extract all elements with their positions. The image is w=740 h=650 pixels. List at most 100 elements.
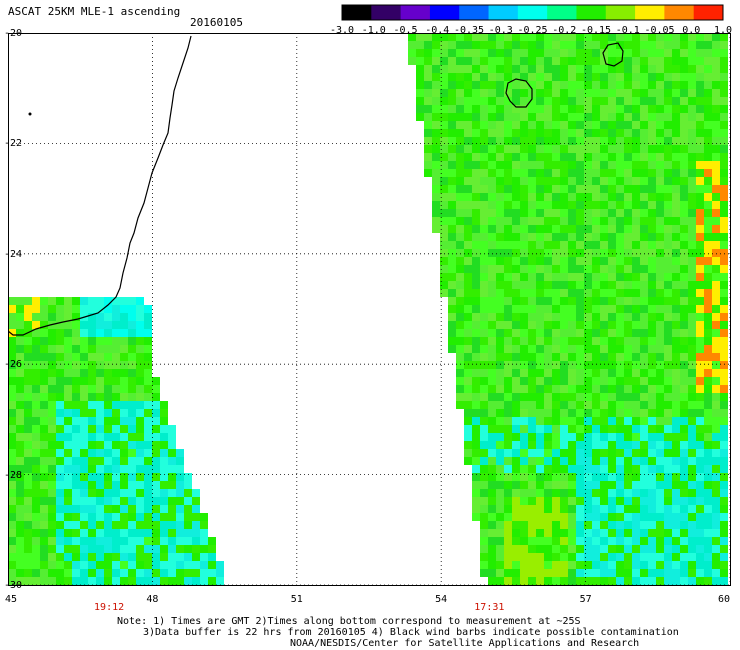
swath-cell [120, 433, 128, 441]
swath-cell [448, 145, 456, 153]
swath-cell [24, 345, 32, 353]
swath-cell [88, 361, 96, 369]
swath-cell [80, 393, 88, 401]
swath-cell [56, 409, 64, 417]
swath-cell [176, 449, 184, 457]
swath-cell [616, 497, 624, 505]
swath-cell [152, 561, 160, 569]
swath-cell [192, 505, 200, 513]
swath-cell [536, 41, 544, 49]
swath-cell [552, 249, 560, 257]
swath-cell [624, 121, 632, 129]
swath-cell [448, 193, 456, 201]
swath-cell [624, 97, 632, 105]
swath-cell [624, 201, 632, 209]
swath-cell [568, 457, 576, 465]
swath-cell [664, 369, 672, 377]
swath-cell [456, 257, 464, 265]
swath-cell [640, 489, 648, 497]
swath-cell [600, 297, 608, 305]
swath-cell [536, 49, 544, 57]
swath-cell [704, 169, 712, 177]
swath-cell [512, 481, 520, 489]
swath-cell [632, 137, 640, 145]
swath-cell [592, 49, 600, 57]
swath-cell [8, 529, 16, 537]
swath-cell [584, 145, 592, 153]
swath-cell [584, 185, 592, 193]
swath-cell [712, 497, 720, 505]
swath-cell [664, 401, 672, 409]
swath-cell [424, 49, 432, 57]
swath-cell [608, 113, 616, 121]
swath-cell [480, 385, 488, 393]
swath-cell [552, 497, 560, 505]
swath-cell [704, 289, 712, 297]
swath-cell [8, 457, 16, 465]
swath-cell [472, 385, 480, 393]
map-plot [8, 33, 731, 586]
swath-cell [80, 489, 88, 497]
swath-cell [688, 257, 696, 265]
swath-cell [112, 569, 120, 577]
swath-cell [56, 393, 64, 401]
swath-cell [32, 433, 40, 441]
swath-cell [664, 417, 672, 425]
swath-cell [624, 33, 632, 41]
swath-cell [88, 369, 96, 377]
swath-cell [512, 521, 520, 529]
swath-cell [512, 105, 520, 113]
swath-cell [488, 561, 496, 569]
swath-cell [640, 321, 648, 329]
swath-cell [120, 545, 128, 553]
swath-cell [40, 489, 48, 497]
swath-cell [512, 313, 520, 321]
swath-cell [688, 57, 696, 65]
swath-cell [24, 401, 32, 409]
swath-cell [664, 33, 672, 41]
swath-cell [112, 505, 120, 513]
swath-cell [672, 153, 680, 161]
swath-cell [600, 313, 608, 321]
swath-cell [600, 201, 608, 209]
swath-cell [688, 409, 696, 417]
swath-cell [64, 497, 72, 505]
swath-cell [688, 161, 696, 169]
swath-cell [136, 305, 144, 313]
swath-cell [640, 537, 648, 545]
swath-cell [664, 553, 672, 561]
swath-cell [544, 513, 552, 521]
swath-cell [624, 217, 632, 225]
swath-cell [616, 553, 624, 561]
swath-cell [80, 465, 88, 473]
swath-cell [488, 121, 496, 129]
swath-cell [504, 233, 512, 241]
swath-cell [664, 481, 672, 489]
swath-cell [704, 553, 712, 561]
swath-cell [440, 65, 448, 73]
swath-cell [592, 345, 600, 353]
swath-cell [488, 337, 496, 345]
swath-cell [464, 417, 472, 425]
swath-cell [504, 153, 512, 161]
swath-cell [616, 193, 624, 201]
swath-cell [664, 129, 672, 137]
swath-cell [704, 137, 712, 145]
swath-cell [472, 169, 480, 177]
swath-cell [576, 201, 584, 209]
swath-cell [720, 177, 728, 185]
swath-cell [568, 201, 576, 209]
swath-cell [600, 465, 608, 473]
swath-cell [488, 497, 496, 505]
swath-cell [544, 385, 552, 393]
swath-cell [456, 105, 464, 113]
swath-cell [472, 417, 480, 425]
swath-cell [632, 441, 640, 449]
swath-cell [488, 361, 496, 369]
swath-cell [24, 489, 32, 497]
swath-cell [496, 321, 504, 329]
swath-cell [680, 201, 688, 209]
swath-cell [104, 497, 112, 505]
swath-cell [520, 473, 528, 481]
swath-cell [624, 505, 632, 513]
